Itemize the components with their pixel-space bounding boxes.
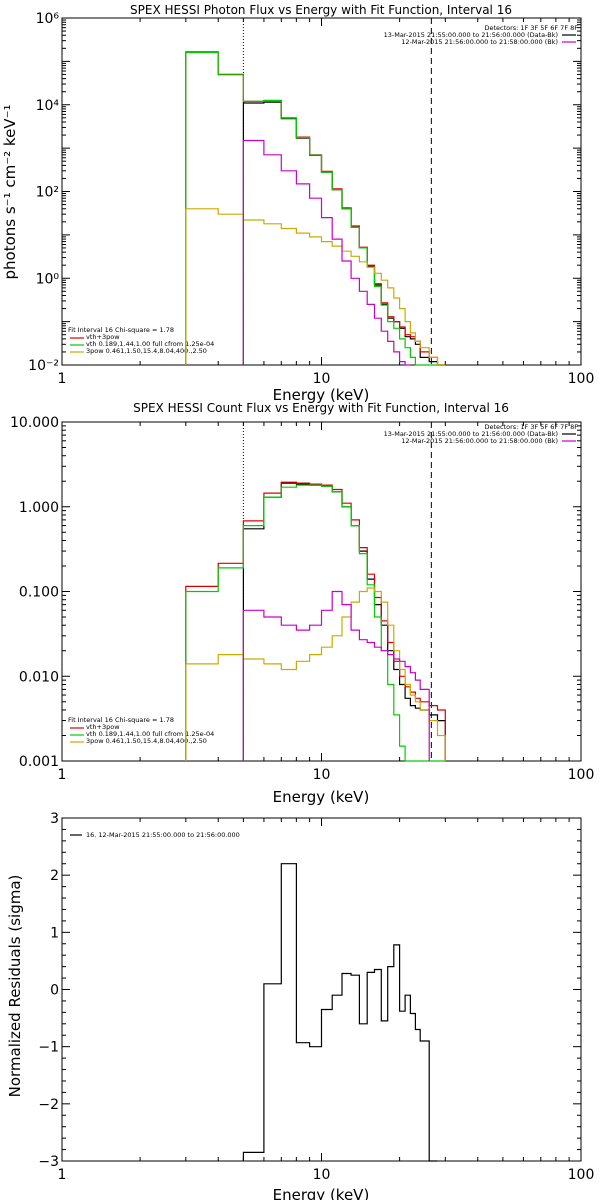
residuals-x-tick-label: 100 [568,1167,595,1183]
count-legend-data-interval: 13-Mar-2015 21:55:00.000 to 21:56:00.000… [384,430,558,438]
count-series-data-bk [242,482,446,761]
count-x-tick-label: 100 [568,767,595,783]
count-legend-fit-interval: Fit Interval 16 Chi-square = 1.78 [68,716,174,724]
count-series-vth-3pow [185,481,446,761]
photon-x-tick-label: 100 [568,371,595,387]
residuals-x-axis-label: Energy (keV) [273,1186,370,1200]
count-legend-3pow: 3pow 0.461,1.50,15.4,8.04,400.,2.50 [86,737,207,745]
count-legend-bk-interval: 12-Mar-2015 21:56:00.000 to 21:58:00.000… [401,437,558,445]
count-panel-title: SPEX HESSI Count Flux vs Energy with Fit… [133,401,509,415]
residuals-y-tick-label: −3 [38,1154,59,1170]
count-series-vth [185,484,446,762]
residuals-y-tick-label: −1 [38,1040,59,1056]
residuals-plot-frame [61,817,582,1162]
photon-y-tick-label: 10² [36,185,59,201]
residuals-x-tick-label: 1 [58,1167,67,1183]
residuals-y-tick-label: 3 [50,811,59,827]
count-series-3pow [185,587,446,761]
photon-y-tick-label: 10⁴ [36,98,60,114]
residuals-x-tick-label: 10 [313,1167,331,1183]
photon-legend-fit-interval: Fit Interval 16 Chi-square = 1.78 [68,326,174,334]
photon-y-tick-label: 10⁶ [36,11,60,27]
count-y-tick-label: 0.010 [19,669,59,685]
count-x-tick-label: 1 [58,767,67,783]
residuals-panel: Energy (keV) Normalized Residuals (sigma… [6,811,594,1200]
photon-legend-model: vth+3pow [86,333,120,341]
count-y-tick-label: 0.100 [19,585,59,601]
photon-series-bk [242,139,411,366]
photon-legend-vth: vth 0.189,1.44,1.00 full cfrom 1.25e-04 [86,340,214,348]
count-flux-panel: SPEX HESSI Count Flux vs Energy with Fit… [10,401,594,806]
photon-legend-bk-interval: 12-Mar-2015 21:56:00.000 to 21:58:00.000… [401,38,558,46]
residuals-y-tick-label: −2 [38,1097,59,1113]
residuals-y-tick-label: 1 [50,925,59,941]
photon-legend-data-interval: 13-Mar-2015 21:55:00.000 to 21:56:00.000… [384,31,558,39]
count-x-tick-label: 10 [313,767,331,783]
photon-x-tick-label: 10 [313,371,331,387]
residuals-y-tick-label: 0 [50,983,59,999]
photon-panel-title: SPEX HESSI Photon Flux vs Energy with Fi… [130,3,512,17]
count-y-tick-label: 10.000 [10,415,59,431]
count-legend-vth: vth 0.189,1.44,1.00 full cfrom 1.25e-04 [86,730,214,738]
photon-series-3pow [185,208,446,366]
count-legend-model: vth+3pow [86,723,120,731]
count-x-axis-label: Energy (keV) [273,788,370,806]
photon-series-vth [185,51,446,366]
count-legend-detectors: Detectors: 1F 3F 5F 6F 7F 8F [484,423,578,431]
residuals-y-tick-label: 2 [50,868,59,884]
photon-x-tick-label: 1 [58,371,67,387]
residuals-legend-interval: 16. 12-Mar-2015 21:55:00.000 to 21:56:00… [86,831,240,839]
count-y-tick-label: 0.001 [19,754,59,770]
photon-y-tick-label: 10⁻² [28,358,59,374]
photon-flux-panel: SPEX HESSI Photon Flux vs Energy with Fi… [1,3,594,404]
photon-x-axis-label: Energy (keV) [273,386,370,404]
count-y-tick-label: 1.000 [19,500,59,516]
residuals-series-residuals [242,863,438,1162]
photon-y-tick-label: 10⁰ [36,271,60,287]
photon-y-axis-label: photons s⁻¹ cm⁻² keV⁻¹ [1,105,19,280]
photon-series-data-bk [242,101,446,366]
count-series-bk [242,590,430,761]
count-plot-frame [61,421,582,762]
photon-legend-3pow: 3pow 0.461,1.50,15.4,8.04,400.,2.50 [86,347,207,355]
residuals-y-axis-label: Normalized Residuals (sigma) [6,875,24,1098]
photon-legend-detectors: Detectors: 1F 3F 5F 6F 7F 8F [484,24,578,32]
photon-series-vth-3pow [185,51,446,366]
photon-plot-frame [61,17,582,366]
